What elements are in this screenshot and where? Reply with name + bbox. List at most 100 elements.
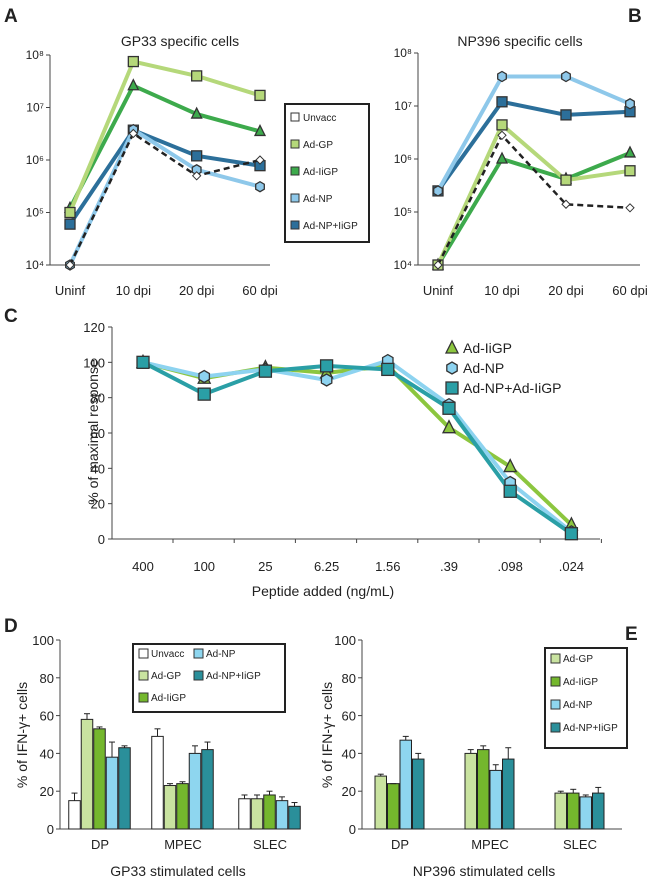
legend-box — [132, 643, 286, 713]
bar-ad-np-iigp-dp — [412, 758, 425, 830]
x-tick-label: 60 dpi — [612, 283, 647, 298]
bar-ad-np-iigp-dp — [118, 747, 131, 830]
x-tick-label: 1.56 — [375, 559, 400, 574]
series-line-unvacc — [436, 133, 631, 266]
bar-ad-np-iigp-slec — [592, 792, 605, 830]
data-point-ad-np — [255, 180, 265, 193]
legend-label: Unvacc — [151, 649, 184, 660]
x-tick-label: 10 dpi — [484, 283, 520, 298]
y-tick-label: 40 — [91, 461, 105, 476]
legend-swatch — [138, 692, 149, 703]
chart-d: 0 20 40 60 80 100 DP MPEC SLEC Unvacc Ad-NP Ad-GP Ad… — [32, 633, 301, 852]
bar-ad-np-dp — [399, 739, 412, 830]
y-tick-label: 10⁴ — [25, 258, 44, 272]
y-tick-label: 0 — [349, 822, 356, 837]
data-point-ad-iigp — [441, 419, 457, 434]
data-point-ad-np-iigp — [191, 150, 203, 162]
y-tick-label: 0 — [47, 822, 54, 837]
chart-c-xlabel: Peptide added (ng/mL) — [252, 583, 394, 599]
bar-ad-gp-dp — [80, 718, 94, 830]
panel-letter-d: D — [4, 616, 18, 637]
x-tick-label: 400 — [132, 559, 154, 574]
data-point-ad-np-ad-iigp — [442, 401, 456, 415]
bar-ad-gp-slec — [554, 792, 567, 830]
bar-ad-np-mpec — [489, 769, 502, 830]
y-tick-label: 0 — [98, 532, 105, 547]
data-point-ad-gp — [624, 165, 636, 177]
legend-label: Ad-NP+IiGP — [206, 671, 261, 682]
data-point-ad-np-iigp — [560, 109, 572, 121]
y-tick-label: 80 — [342, 671, 356, 686]
legend-label: Ad-NP — [563, 700, 593, 711]
legend-label: Ad-GP — [563, 654, 593, 665]
data-point-ad-iigp — [190, 106, 203, 119]
data-point-ad-iigp — [127, 78, 140, 91]
bar-unvacc-slec — [238, 798, 251, 830]
bar-ad-iigp-mpec — [477, 749, 490, 830]
series-line-ad-np-ad-iigp — [142, 360, 573, 536]
legend-label: Ad-GP — [151, 671, 181, 682]
bar-unvacc-mpec — [151, 735, 164, 830]
chart-c: 0 20 40 60 80 100 120 400 100 25 6.25 1.56 .39 .098 .0… — [83, 320, 602, 574]
legend-label: Ad-NP+IiGP — [303, 221, 358, 232]
data-point-ad-np-ad-iigp — [197, 387, 211, 401]
y-tick-label: 80 — [91, 391, 105, 406]
y-tick-label: 10⁸ — [26, 48, 44, 62]
x-tick-label: 20 dpi — [179, 283, 215, 298]
bar-ad-iigp-dp — [387, 783, 400, 830]
data-point-ad-np-ad-iigp — [319, 359, 334, 373]
data-point-ad-gp — [496, 119, 508, 131]
data-point-ad-np-ad-iigp — [503, 484, 517, 498]
legend-swatch — [138, 648, 149, 659]
chart-a: 10⁴ 10⁵ 10⁶ 10⁷ 10⁸ Uninf 10 dpi 20 dpi 60 dpi Un… — [25, 48, 370, 298]
x-tick-label: MPEC — [164, 837, 202, 852]
legend-label: Ad-NP+IiGP — [563, 723, 618, 734]
y-tick-label: 10⁶ — [26, 153, 44, 167]
series-line-ad-gp — [436, 121, 631, 266]
legend-label: Unvacc — [303, 113, 336, 124]
y-tick-label: 10⁵ — [394, 205, 412, 219]
y-tick-label: 80 — [40, 671, 54, 686]
data-point-ad-np-iigp — [496, 96, 508, 108]
legend-swatch — [550, 653, 561, 664]
data-point-unvacc — [128, 128, 139, 139]
data-point-ad-iigp — [623, 145, 637, 158]
data-point-ad-np — [625, 98, 635, 110]
legend-label: Ad-GP — [303, 140, 333, 151]
x-tick-label: .098 — [498, 559, 523, 574]
x-tick-label: 25 — [258, 559, 272, 574]
y-tick-label: 60 — [342, 709, 356, 724]
data-point-ad-np-ad-iigp — [564, 527, 579, 541]
bar-ad-iigp-mpec — [176, 783, 189, 830]
data-point-unvacc — [497, 130, 507, 141]
data-point-unvacc — [433, 260, 443, 270]
bar-ad-gp-mpec — [464, 752, 477, 830]
series-line-unvacc — [68, 131, 261, 266]
legend-swatch — [550, 722, 561, 733]
series-line-ad-gp — [68, 59, 261, 214]
chart-e-ylabel: % of IFN-γ+ cells — [319, 682, 335, 788]
legend-swatch — [550, 676, 561, 687]
legend-label: Ad-IiGP — [303, 167, 338, 178]
panel-letter-b: B — [628, 6, 642, 27]
legend-label: Ad-NP+Ad-IiGP — [463, 380, 561, 396]
x-tick-label: 10 dpi — [116, 283, 152, 298]
y-tick-label: 20 — [40, 784, 54, 799]
legend-label: Ad-IiGP — [151, 693, 186, 704]
x-tick-label: 6.25 — [314, 559, 339, 574]
series-line-ad-np-iigp — [68, 127, 261, 226]
bar-unvacc-dp — [68, 800, 81, 830]
y-tick-label: 10⁷ — [394, 99, 412, 113]
bar-ad-np-slec — [275, 800, 289, 830]
x-tick-label: .024 — [559, 559, 584, 574]
y-tick-label: 10⁷ — [26, 101, 44, 115]
legend-marker — [444, 339, 460, 354]
data-point-ad-np — [561, 70, 571, 83]
data-point-unvacc — [65, 260, 75, 270]
chart-a-title: GP33 specific cells — [121, 33, 239, 49]
data-point-ad-gp — [64, 206, 76, 219]
legend-label: Ad-NP — [303, 194, 333, 205]
bar-ad-gp-mpec — [163, 785, 177, 830]
legend-swatch — [290, 193, 300, 203]
